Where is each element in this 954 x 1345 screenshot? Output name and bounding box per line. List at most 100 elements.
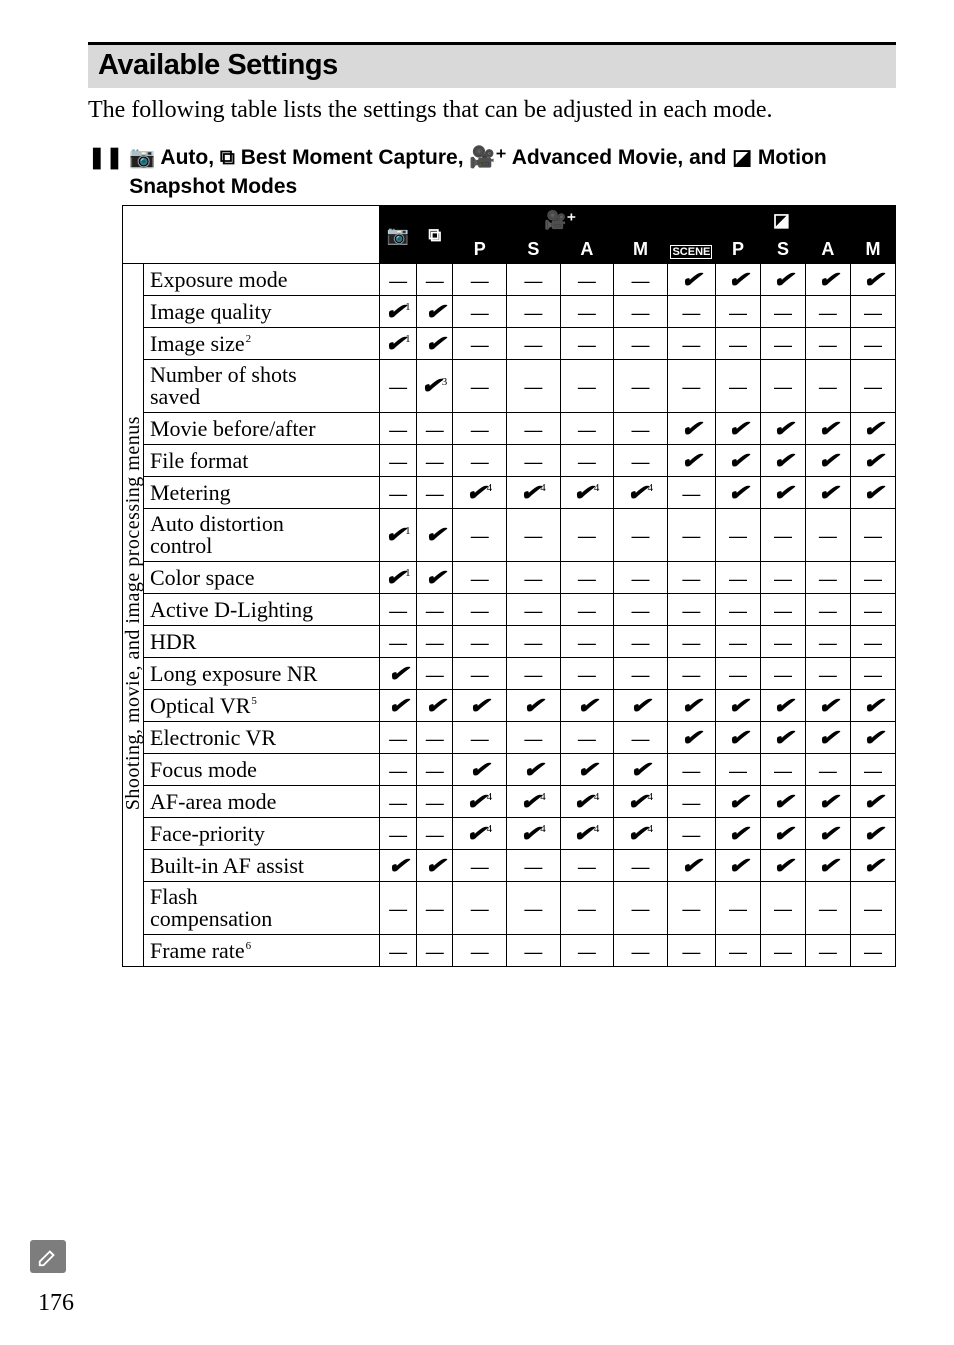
table-cell: —	[614, 328, 668, 360]
table-cell: —	[760, 626, 805, 658]
table-cell: —	[850, 360, 895, 413]
table-cell: ✔	[805, 850, 850, 882]
table-cell: ✔	[560, 754, 614, 786]
intro-text: The following table lists the settings t…	[88, 94, 896, 126]
table-cell: —	[614, 626, 668, 658]
table-cell: —	[614, 658, 668, 690]
table-cell: —	[453, 594, 507, 626]
table-cell: —	[716, 935, 761, 967]
table-cell: —	[560, 296, 614, 328]
table-cell: ✔	[850, 413, 895, 445]
table-cell: —	[667, 658, 715, 690]
row-label: Electronic VR	[144, 722, 380, 754]
row-label: Focus mode	[144, 754, 380, 786]
row-label: Image quality	[144, 296, 380, 328]
table-cell: ✔4	[507, 818, 561, 850]
table-cell: —	[417, 882, 453, 935]
table-cell: ✔	[760, 722, 805, 754]
table-cell: —	[614, 264, 668, 296]
table-cell: —	[507, 935, 561, 967]
table-cell: ✔	[716, 690, 761, 722]
table-cell: —	[716, 328, 761, 360]
table-cell: ✔	[850, 722, 895, 754]
table-cell: —	[560, 722, 614, 754]
pencil-tab-icon	[30, 1240, 66, 1273]
table-cell: ✔	[805, 690, 850, 722]
table-cell: ✔	[850, 445, 895, 477]
table-cell: —	[507, 445, 561, 477]
row-label: Number of shotssaved	[144, 360, 380, 413]
table-cell: ✔	[417, 562, 453, 594]
table-row: Electronic VR——————✔✔✔✔✔	[123, 722, 896, 754]
table-row: Image size2✔1✔—————————	[123, 328, 896, 360]
table-cell: ✔	[805, 264, 850, 296]
col-header: ⧉	[417, 206, 453, 264]
table-cell: —	[667, 594, 715, 626]
table-cell: ✔	[716, 786, 761, 818]
table-cell: ✔	[667, 445, 715, 477]
row-label: Long exposure NR	[144, 658, 380, 690]
table-cell: —	[560, 850, 614, 882]
table-cell: ✔4	[507, 477, 561, 509]
row-label: Color space	[144, 562, 380, 594]
table-row: Active D-Lighting———————————	[123, 594, 896, 626]
table-cell: —	[716, 594, 761, 626]
col-header: A	[805, 235, 850, 264]
table-cell: —	[560, 562, 614, 594]
table-cell: —	[507, 360, 561, 413]
table-cell: —	[805, 626, 850, 658]
table-cell: —	[614, 594, 668, 626]
table-cell: —	[560, 594, 614, 626]
table-cell: —	[380, 722, 417, 754]
table-cell: ✔	[380, 850, 417, 882]
table-cell: —	[667, 328, 715, 360]
table-cell: —	[417, 413, 453, 445]
subhead-line2: Snapshot Modes	[129, 173, 827, 201]
table-cell: —	[805, 562, 850, 594]
table-row: Auto distortioncontrol✔1✔—————————	[123, 509, 896, 562]
table-cell: ✔	[760, 818, 805, 850]
table-cell: —	[453, 562, 507, 594]
table-cell: —	[507, 328, 561, 360]
table-cell: —	[805, 754, 850, 786]
table-cell: —	[614, 413, 668, 445]
table-cell: ✔4	[453, 477, 507, 509]
table-cell: —	[507, 626, 561, 658]
table-cell: —	[614, 562, 668, 594]
table-cell: —	[614, 882, 668, 935]
table-cell: —	[560, 882, 614, 935]
table-header-group-row: 📷 ⧉ 🎥⁺ ◪	[123, 206, 896, 235]
table-cell: ✔	[850, 818, 895, 850]
table-cell: —	[850, 658, 895, 690]
table-cell: ✔3	[417, 360, 453, 413]
table-cell: —	[614, 722, 668, 754]
table-cell: ✔	[760, 445, 805, 477]
table-cell: —	[850, 509, 895, 562]
table-cell: —	[560, 413, 614, 445]
table-cell: —	[560, 658, 614, 690]
table-cell: ✔	[614, 690, 668, 722]
table-cell: ✔	[760, 786, 805, 818]
table-cell: —	[614, 445, 668, 477]
table-cell: ✔	[716, 818, 761, 850]
table-cell: —	[850, 754, 895, 786]
table-cell: —	[560, 264, 614, 296]
table-cell: —	[380, 818, 417, 850]
table-cell: —	[453, 626, 507, 658]
row-label: AF-area mode	[144, 786, 380, 818]
table-cell: —	[850, 935, 895, 967]
table-cell: ✔	[667, 722, 715, 754]
table-cell: —	[716, 658, 761, 690]
col-header: M	[614, 235, 668, 264]
row-label: Image size2	[144, 328, 380, 360]
table-cell: —	[453, 935, 507, 967]
table-cell: —	[760, 328, 805, 360]
table-cell: —	[380, 786, 417, 818]
table-cell: ✔	[850, 690, 895, 722]
table-cell: —	[417, 626, 453, 658]
table-cell: ✔	[507, 754, 561, 786]
row-label: File format	[144, 445, 380, 477]
row-group-label: Shooting, movie, and image processing me…	[123, 264, 144, 967]
table-cell: —	[507, 850, 561, 882]
table-cell: ✔	[760, 264, 805, 296]
